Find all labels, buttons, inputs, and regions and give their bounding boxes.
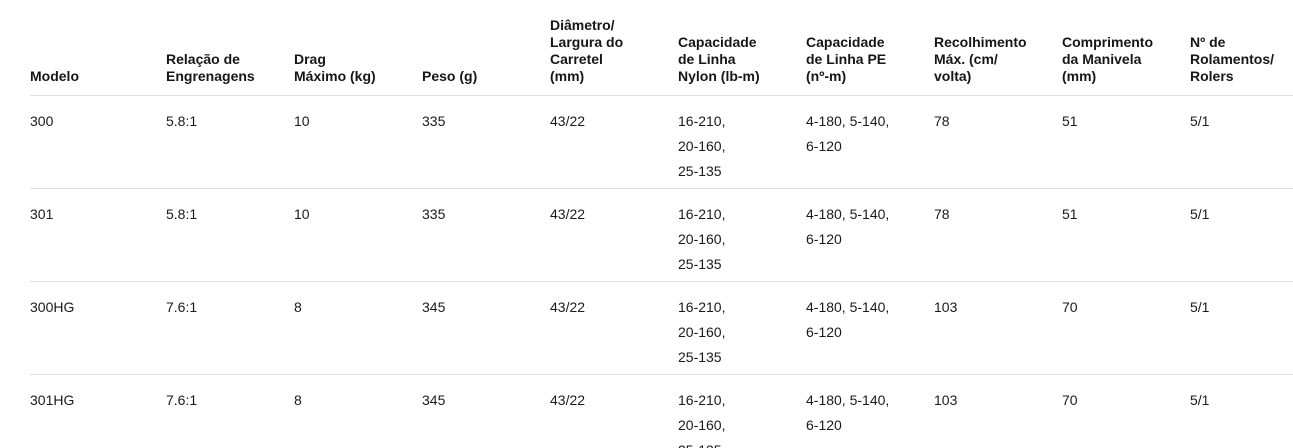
table-cell: 10 [294,95,422,189]
header-row: Modelo Relação de Engrenagens Drag Máximo … [30,0,1293,96]
table-cell: 16-210, 20-160, 25-135 [678,374,806,448]
table-cell: 335 [422,95,550,189]
table-cell: 103 [934,281,1062,375]
table-cell: 7.6:1 [166,374,294,448]
column-header: Diâmetro/ Largura do Carretel (mm) [550,0,678,96]
table-cell: 70 [1062,281,1190,375]
table-cell: 4-180, 5-140, 6-120 [806,95,934,189]
table-cell: 300 [30,95,166,189]
table-cell: 4-180, 5-140, 6-120 [806,374,934,448]
table-header: Modelo Relação de Engrenagens Drag Máximo … [30,0,1293,96]
table-cell: 43/22 [550,95,678,189]
column-header: Nº de Rolamentos/ Rolers [1190,0,1293,96]
table-cell: 10 [294,188,422,282]
table-cell: 301 [30,188,166,282]
table-cell: 78 [934,95,1062,189]
table-cell: 8 [294,281,422,375]
column-header: Recolhimento Máx. (cm/ volta) [934,0,1062,96]
reel-specs-table: Modelo Relação de Engrenagens Drag Máximo … [30,0,1293,448]
table-cell: 5/1 [1190,188,1293,282]
table-cell: 43/22 [550,374,678,448]
table-cell: 5/1 [1190,281,1293,375]
column-header: Capacidade de Linha Nylon (lb-m) [678,0,806,96]
table-cell: 16-210, 20-160, 25-135 [678,95,806,189]
table-cell: 43/22 [550,281,678,375]
table-cell: 43/22 [550,188,678,282]
table-cell: 5.8:1 [166,188,294,282]
table-cell: 16-210, 20-160, 25-135 [678,281,806,375]
table-cell: 5/1 [1190,95,1293,189]
column-header: Drag Máximo (kg) [294,0,422,96]
table-cell: 103 [934,374,1062,448]
column-header: Peso (g) [422,0,550,96]
table-cell: 78 [934,188,1062,282]
table-cell: 70 [1062,374,1190,448]
table-row: 300 5.8:1 10 335 43/22 16-210, 20-160, 25-135… [30,95,1293,189]
table-cell: 300HG [30,281,166,375]
table-cell: 7.6:1 [166,281,294,375]
table-cell: 51 [1062,188,1190,282]
table-cell: 345 [422,374,550,448]
table-cell: 4-180, 5-140, 6-120 [806,281,934,375]
table-cell: 345 [422,281,550,375]
table-row: 300HG 7.6:1 8 345 43/22 16-210, 20-160, 25-13… [30,281,1293,375]
table-cell: 335 [422,188,550,282]
table-cell: 8 [294,374,422,448]
column-header: Relação de Engrenagens [166,0,294,96]
table-cell: 5/1 [1190,374,1293,448]
table-cell: 5.8:1 [166,95,294,189]
table-body: 300 5.8:1 10 335 43/22 16-210, 20-160, 25-135… [30,95,1293,448]
table-cell: 51 [1062,95,1190,189]
column-header: Modelo [30,0,166,96]
table-cell: 4-180, 5-140, 6-120 [806,188,934,282]
table-row: 301 5.8:1 10 335 43/22 16-210, 20-160, 25-135… [30,188,1293,282]
table-cell: 16-210, 20-160, 25-135 [678,188,806,282]
column-header: Comprimento da Manivela (mm) [1062,0,1190,96]
table-cell: 301HG [30,374,166,448]
column-header: Capacidade de Linha PE (nº-m) [806,0,934,96]
